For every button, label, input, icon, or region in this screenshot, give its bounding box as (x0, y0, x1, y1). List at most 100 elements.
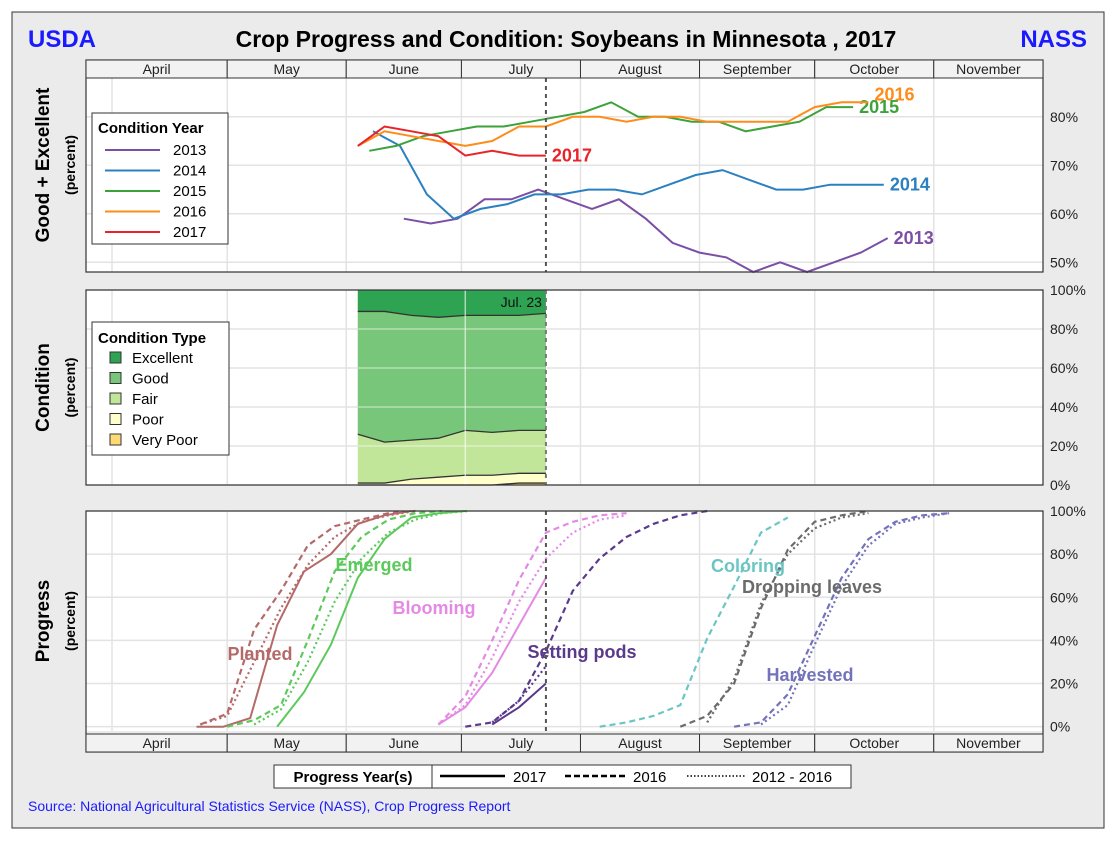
area-boundary (357, 429, 546, 443)
progress-line-emerged-dashed (226, 509, 443, 728)
bottom-month-label: August (618, 735, 662, 751)
legend-swatch (109, 351, 122, 364)
progress-ytick-label: 100% (1050, 503, 1086, 519)
series-end-label-2015: 2015 (859, 97, 899, 117)
legend-swatch (109, 372, 122, 384)
bottom-month-label: October (849, 735, 899, 751)
top-month-label: May (273, 61, 299, 77)
top-month-label: September (723, 61, 792, 77)
legend-label: 2017 (513, 769, 546, 786)
area-poor (357, 473, 546, 485)
chart-title: Crop Progress and Condition: Soybeans in… (236, 26, 897, 52)
progress-year-legend: Progress Year(s) 2017 2016 2012 - 2016 (273, 764, 852, 789)
condition-year-ytick-label: 50% (1050, 254, 1078, 270)
progress-ytick-label: 40% (1050, 632, 1078, 648)
condition-year-ytick-label: 60% (1050, 206, 1078, 222)
progress-line-dropping-leaves-dashed (679, 509, 869, 728)
progress-ytick-label: 80% (1050, 546, 1078, 562)
top-month-label: June (389, 61, 420, 77)
bottom-month-label: September (723, 735, 792, 751)
condition-type-ytick-label: 60% (1050, 360, 1078, 376)
stage-label: Coloring (711, 556, 785, 576)
legend-label: Fair (132, 391, 158, 408)
legend-box (91, 112, 229, 245)
progress-line-setting-pods-solid (491, 682, 547, 726)
area-good (357, 311, 546, 443)
source-note: Source: National Agricultural Statistics… (28, 798, 511, 814)
legend-swatch (109, 392, 122, 405)
stage-label: Blooming (393, 598, 476, 618)
legend-swatch (109, 433, 122, 446)
progress-line-setting-pods-dotted (491, 665, 547, 724)
progress-line-blooming-solid (437, 577, 547, 726)
area-boundary (357, 310, 546, 318)
bottom-month-label: November (956, 735, 1021, 751)
stage-label: Planted (227, 644, 292, 664)
series-line-2016 (357, 101, 869, 147)
bottom-month-cell (933, 733, 1044, 753)
nass-logo: NASS (1020, 26, 1087, 53)
progress-panel: 0% 20% 40% 60% 80% 100% Progress (percent) Plant… (33, 503, 1086, 753)
progress-yunit: (percent) (62, 591, 78, 651)
condition-year-panel: 50% 60% 70% 80% Good + Excellent (percent) 201… (33, 59, 1078, 274)
condition-type-frame (85, 289, 1044, 486)
condition-type-yunit: (percent) (62, 358, 78, 418)
progress-line-harvested-dashed (733, 512, 950, 728)
condition-year-ylabel: Good + Excellent (33, 87, 54, 242)
progress-line-dropping-leaves-dotted (706, 512, 869, 723)
progress-line-emerged-solid (276, 510, 466, 728)
progress-ylabel: Progress (33, 580, 54, 662)
progress-line-blooming-dashed (437, 512, 627, 726)
legend-box (91, 321, 230, 456)
top-month-label: August (618, 61, 662, 77)
legend-label: 2015 (173, 183, 206, 200)
condition-year-legend: Condition Year 2013 2014 2015 2016 2017 (91, 112, 229, 245)
condition-type-panel: 0% 20% 40% 60% 80% 100% Condition (percent) Jul.… (33, 282, 1086, 493)
condition-type-legend: Condition Type Excellent Good Fair Poor Very … (91, 321, 230, 456)
stage-label: Dropping leaves (742, 577, 882, 597)
stage-label: Harvested (766, 665, 853, 685)
condition-year-ytick-label: 80% (1050, 109, 1078, 125)
series-end-label-2017: 2017 (552, 146, 592, 166)
top-month-label: April (143, 61, 171, 77)
series-line-2014 (372, 130, 884, 220)
condition-type-ytick-label: 80% (1050, 321, 1078, 337)
legend-title: Condition Type (98, 330, 206, 347)
legend-label: 2016 (173, 204, 206, 221)
condition-type-ytick-label: 0% (1050, 477, 1070, 493)
stage-label: Setting pods (528, 642, 637, 662)
top-month-label: July (509, 61, 534, 77)
series-end-label-2013: 2013 (894, 228, 934, 248)
progress-line-blooming-dotted (437, 514, 627, 726)
condition-year-yunit: (percent) (62, 135, 78, 195)
progress-ytick-label: 0% (1050, 719, 1070, 735)
legend-label: Excellent (132, 350, 194, 367)
legend-title-box (273, 764, 433, 789)
bottom-month-label: May (273, 735, 299, 751)
legend-label: Good (132, 371, 169, 388)
area-fair (357, 430, 546, 484)
series-end-label-2016: 2016 (874, 84, 914, 104)
condition-type-plot-area (86, 290, 1043, 485)
series-end-label-2014: 2014 (890, 175, 930, 195)
condition-year-ytick-label: 70% (1050, 157, 1078, 173)
series-line-2015 (369, 101, 854, 152)
top-month-cell (933, 59, 1044, 79)
bottom-month-label: April (143, 735, 171, 751)
legend-title: Condition Year (98, 120, 204, 137)
progress-ytick-label: 20% (1050, 676, 1078, 692)
usda-logo: USDA (28, 26, 96, 53)
area-excellent (357, 290, 546, 318)
bottom-month-label: June (389, 735, 420, 751)
legend-label: 2017 (173, 224, 206, 241)
area-boundary (357, 472, 546, 484)
legend-title: Progress Year(s) (294, 769, 413, 786)
progress-ytick-label: 60% (1050, 589, 1078, 605)
condition-type-ylabel: Condition (33, 343, 54, 432)
series-line-2017 (357, 125, 546, 157)
condition-type-ytick-label: 100% (1050, 282, 1086, 298)
legend-swatch (109, 413, 122, 425)
progress-line-planted-solid (196, 510, 412, 728)
legend-label: Very Poor (132, 432, 198, 449)
current-week-label: Jul. 23 (501, 294, 542, 310)
